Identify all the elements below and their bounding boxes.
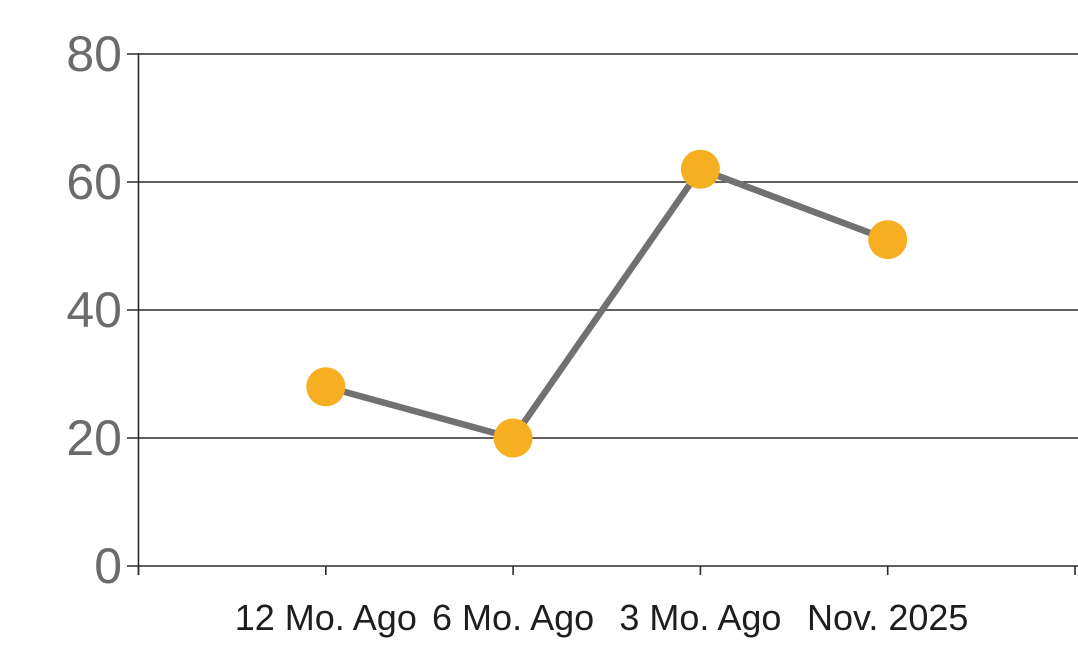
- x-tick-label: 6 Mo. Ago: [432, 597, 594, 638]
- labels-group: 0 20 40 60 80 12 Mo. Ago 6 Mo. Ago 3 Mo. Ago Nov…: [66, 26, 968, 638]
- x-tick-label: 3 Mo. Ago: [619, 597, 781, 638]
- y-tick-label: 20: [66, 410, 122, 466]
- y-tick-label: 40: [66, 282, 122, 338]
- data-point-marker: [493, 418, 533, 458]
- axes-group: [137, 53, 1076, 575]
- x-tick-label: 12 Mo. Ago: [235, 597, 417, 638]
- x-tick-label: Nov. 2025: [807, 597, 968, 638]
- y-tick-label: 80: [66, 26, 122, 82]
- data-point-marker: [680, 149, 720, 189]
- y-tick-label: 0: [94, 538, 122, 594]
- series-group: [306, 149, 908, 458]
- y-tick-label: 60: [66, 154, 122, 210]
- data-point-marker: [868, 220, 908, 260]
- data-point-marker: [306, 367, 346, 407]
- series-line: [322, 165, 891, 442]
